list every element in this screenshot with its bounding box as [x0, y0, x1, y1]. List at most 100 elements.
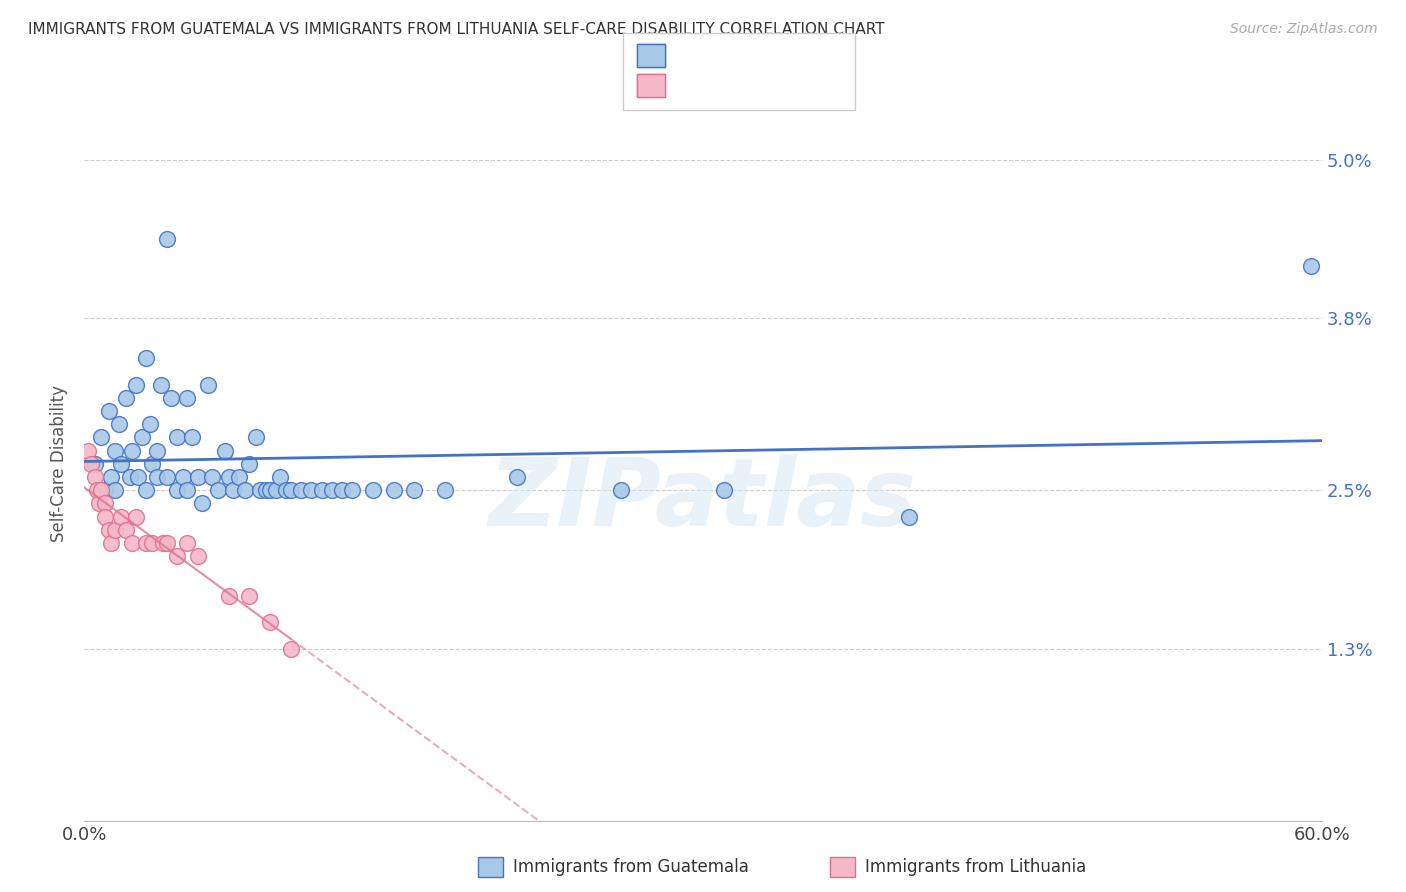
Point — [290, 483, 312, 498]
Point — [176, 391, 198, 405]
Point — [118, 470, 141, 484]
Point — [713, 483, 735, 498]
Point — [218, 589, 240, 603]
Point — [87, 496, 110, 510]
Point — [108, 417, 131, 432]
Text: N =: N = — [770, 76, 818, 94]
Point — [94, 509, 117, 524]
Point — [259, 615, 281, 630]
Text: 26: 26 — [808, 76, 831, 94]
Point — [342, 483, 364, 498]
Point — [98, 523, 121, 537]
Point — [207, 483, 229, 498]
Point — [218, 470, 240, 484]
Point — [191, 496, 214, 510]
Point — [156, 470, 179, 484]
Point — [125, 509, 148, 524]
Text: 65: 65 — [808, 45, 831, 62]
Point — [506, 470, 529, 484]
Point — [104, 523, 127, 537]
Point — [249, 483, 271, 498]
Point — [149, 377, 172, 392]
Point — [269, 470, 291, 484]
Point — [94, 496, 117, 510]
Point — [311, 483, 333, 498]
Point — [160, 391, 183, 405]
Point — [233, 483, 256, 498]
Point — [280, 483, 302, 498]
Point — [172, 470, 194, 484]
Point — [382, 483, 405, 498]
Point — [90, 430, 112, 444]
Point — [98, 404, 121, 418]
Point — [100, 536, 122, 550]
Text: Immigrants from Lithuania: Immigrants from Lithuania — [865, 858, 1085, 876]
Point — [100, 470, 122, 484]
Point — [104, 443, 127, 458]
Text: R =: R = — [682, 76, 718, 94]
Point — [1301, 259, 1323, 273]
Point — [156, 536, 179, 550]
Point — [180, 430, 202, 444]
Point — [280, 641, 302, 656]
Text: Immigrants from Guatemala: Immigrants from Guatemala — [513, 858, 749, 876]
Point — [77, 443, 100, 458]
Point — [145, 470, 167, 484]
Point — [176, 536, 198, 550]
Point — [197, 377, 219, 392]
Point — [166, 483, 188, 498]
Point — [121, 536, 143, 550]
Text: Source: ZipAtlas.com: Source: ZipAtlas.com — [1230, 22, 1378, 37]
Text: R =: R = — [682, 45, 718, 62]
Point — [187, 470, 209, 484]
Point — [121, 443, 143, 458]
Point — [141, 536, 163, 550]
Point — [114, 391, 136, 405]
Text: -0.044: -0.044 — [710, 76, 769, 94]
Point — [135, 536, 157, 550]
Point — [264, 483, 287, 498]
Point — [139, 417, 162, 432]
Point — [156, 232, 179, 246]
Point — [434, 483, 457, 498]
Point — [361, 483, 384, 498]
Point — [141, 457, 163, 471]
Point — [214, 443, 236, 458]
Point — [127, 470, 149, 484]
Point — [83, 457, 105, 471]
Point — [330, 483, 353, 498]
Point — [131, 430, 153, 444]
Point — [609, 483, 631, 498]
Point — [145, 443, 167, 458]
Point — [104, 483, 127, 498]
Point — [238, 457, 260, 471]
Point — [176, 483, 198, 498]
Point — [222, 483, 245, 498]
Point — [898, 509, 921, 524]
Point — [83, 470, 105, 484]
Point — [259, 483, 281, 498]
Text: N =: N = — [770, 45, 818, 62]
Point — [135, 483, 157, 498]
Text: IMMIGRANTS FROM GUATEMALA VS IMMIGRANTS FROM LITHUANIA SELF-CARE DISABILITY CORR: IMMIGRANTS FROM GUATEMALA VS IMMIGRANTS … — [28, 22, 884, 37]
Point — [299, 483, 322, 498]
Point — [166, 549, 188, 564]
Point — [201, 470, 224, 484]
Point — [245, 430, 267, 444]
Point — [404, 483, 426, 498]
Point — [135, 351, 157, 365]
Point — [254, 483, 277, 498]
Point — [86, 483, 108, 498]
Point — [110, 509, 132, 524]
Text: ZIPatlas: ZIPatlas — [489, 453, 917, 546]
Point — [152, 536, 174, 550]
Point — [110, 457, 132, 471]
Text: -0.074: -0.074 — [710, 45, 769, 62]
Point — [94, 483, 117, 498]
Point — [79, 457, 101, 471]
Y-axis label: Self-Care Disability: Self-Care Disability — [51, 385, 69, 542]
Point — [125, 377, 148, 392]
Point — [276, 483, 298, 498]
Point — [187, 549, 209, 564]
Point — [321, 483, 343, 498]
